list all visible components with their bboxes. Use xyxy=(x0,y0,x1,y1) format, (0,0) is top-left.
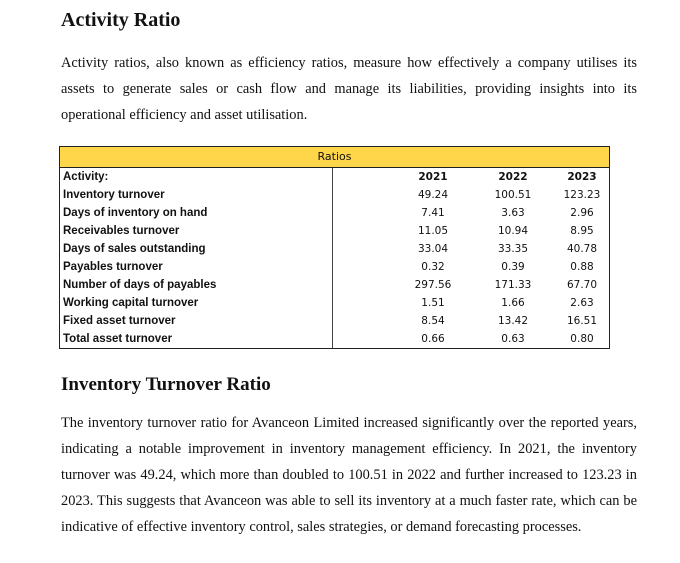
cell-2023: 2.63 xyxy=(570,297,594,309)
row-label: Inventory turnover xyxy=(63,189,165,201)
table-row: Working capital turnover 1.51 1.66 2.63 xyxy=(60,294,611,312)
table-row: Payables turnover 0.32 0.39 0.88 xyxy=(60,258,611,276)
cell-2021: 1.51 xyxy=(421,297,445,309)
cell-2022: 171.33 xyxy=(494,279,532,291)
row-label: Fixed asset turnover xyxy=(63,315,176,327)
table-row: Total asset turnover 0.66 0.63 0.80 xyxy=(60,330,611,348)
cell-2021: 8.54 xyxy=(421,315,445,327)
cell-2022: 3.63 xyxy=(501,207,525,219)
cell-2022: 100.51 xyxy=(494,189,532,201)
table-row: Days of sales outstanding 33.04 33.35 40.78 xyxy=(60,240,611,258)
table-row: Days of inventory on hand 7.41 3.63 2.96 xyxy=(60,204,611,222)
header-label: Activity: xyxy=(63,171,109,183)
row-label: Total asset turnover xyxy=(63,333,173,345)
row-label: Days of sales outstanding xyxy=(63,243,206,255)
cell-2023: 0.88 xyxy=(570,261,594,273)
cell-2021: 7.41 xyxy=(421,207,445,219)
cell-2022: 0.39 xyxy=(501,261,525,273)
row-label: Days of inventory on hand xyxy=(63,207,208,219)
table-header-row: Activity: 2021 2022 2023 xyxy=(60,168,611,186)
cell-2021: 0.32 xyxy=(421,261,445,273)
cell-2021: 0.66 xyxy=(421,333,445,345)
cell-2021: 11.05 xyxy=(417,225,449,237)
table-row: Inventory turnover 49.24 100.51 123.23 xyxy=(60,186,611,204)
year-2021-header: 2021 xyxy=(418,171,448,183)
table-row: Number of days of payables 297.56 171.33 67… xyxy=(60,276,611,294)
year-2023-header: 2023 xyxy=(567,171,597,183)
cell-2022: 13.42 xyxy=(497,315,529,327)
activity-ratio-heading: Activity Ratio xyxy=(61,9,181,31)
table-row: Fixed asset turnover 8.54 13.42 16.51 xyxy=(60,312,611,330)
year-2022-header: 2022 xyxy=(498,171,528,183)
cell-2023: 2.96 xyxy=(570,207,594,219)
label-column-divider xyxy=(60,168,333,348)
cell-2023: 8.95 xyxy=(570,225,594,237)
cell-2022: 33.35 xyxy=(497,243,529,255)
row-label: Receivables turnover xyxy=(63,225,180,237)
inventory-turnover-paragraph: The inventory turnover ratio for Avanceo… xyxy=(61,415,637,535)
cell-2022: 0.63 xyxy=(501,333,525,345)
inventory-turnover-heading: Inventory Turnover Ratio xyxy=(61,374,271,395)
cell-2021: 49.24 xyxy=(417,189,449,201)
row-label: Number of days of payables xyxy=(63,279,217,291)
row-label: Working capital turnover xyxy=(63,297,199,309)
cell-2023: 0.80 xyxy=(570,333,594,345)
cell-2023: 16.51 xyxy=(566,315,598,327)
cell-2022: 10.94 xyxy=(497,225,529,237)
row-label: Payables turnover xyxy=(63,261,163,273)
cell-2023: 123.23 xyxy=(563,189,601,201)
ratios-table: Ratios Activity: 2021 2022 2023 Inventor… xyxy=(59,146,610,349)
cell-2023: 67.70 xyxy=(566,279,598,291)
cell-2021: 297.56 xyxy=(414,279,452,291)
cell-2021: 33.04 xyxy=(417,243,449,255)
cell-2023: 40.78 xyxy=(566,243,598,255)
cell-2022: 1.66 xyxy=(501,297,525,309)
activity-ratio-paragraph: Activity ratios, also known as efficienc… xyxy=(61,55,637,123)
ratios-table-body: Activity: 2021 2022 2023 Inventory turno… xyxy=(60,168,609,348)
table-row: Receivables turnover 11.05 10.94 8.95 xyxy=(60,222,611,240)
ratios-table-title: Ratios xyxy=(60,147,609,168)
